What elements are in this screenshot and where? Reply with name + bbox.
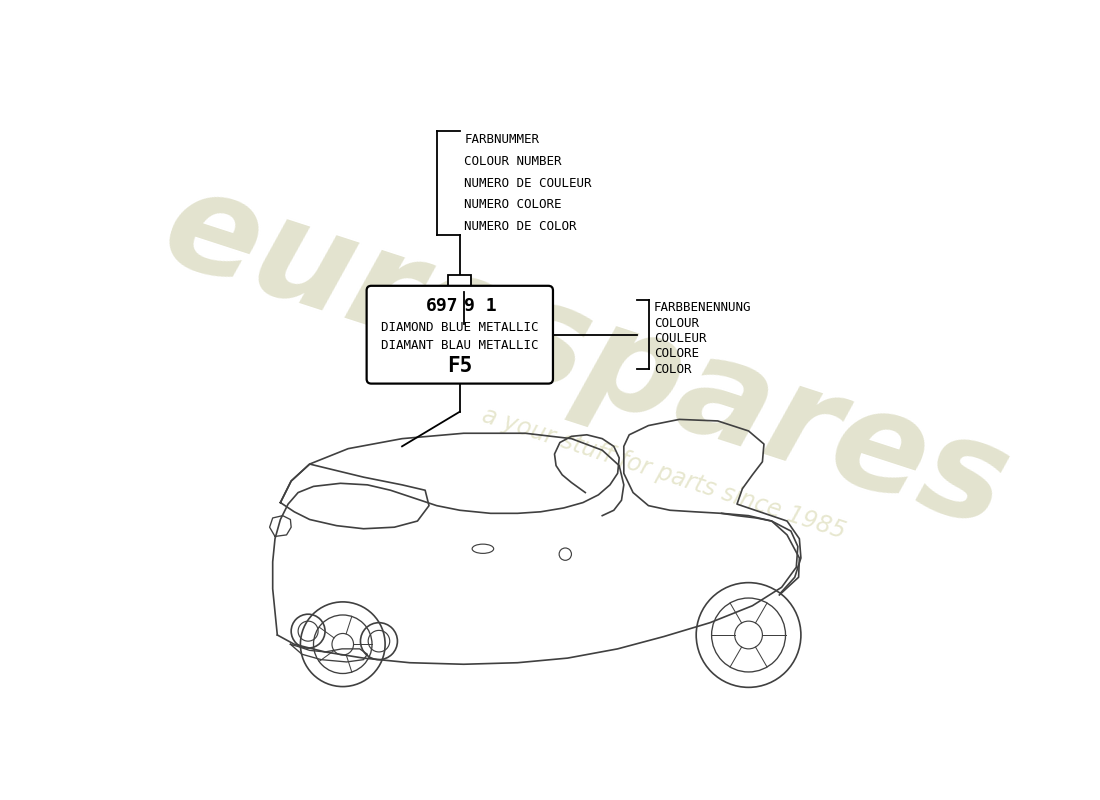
Text: COLOUR: COLOUR — [653, 317, 698, 330]
Text: FARBNUMMER: FARBNUMMER — [464, 134, 539, 146]
FancyBboxPatch shape — [366, 286, 553, 383]
Text: eurospares: eurospares — [148, 158, 1025, 558]
Text: COULEUR: COULEUR — [653, 332, 706, 345]
Text: NUMERO COLORE: NUMERO COLORE — [464, 198, 562, 211]
Text: a your stuff for parts since 1985: a your stuff for parts since 1985 — [480, 403, 848, 543]
Text: COLOUR NUMBER: COLOUR NUMBER — [464, 155, 562, 168]
Text: COLOR: COLOR — [653, 363, 691, 376]
Text: DIAMANT BLAU METALLIC: DIAMANT BLAU METALLIC — [381, 339, 539, 352]
Text: NUMERO DE COULEUR: NUMERO DE COULEUR — [464, 177, 592, 190]
Bar — [449, 275, 472, 290]
Text: F5: F5 — [448, 356, 472, 376]
Text: FARBBENENNUNG: FARBBENENNUNG — [653, 302, 751, 314]
Text: COLORE: COLORE — [653, 347, 698, 361]
Text: DIAMOND BLUE METALLIC: DIAMOND BLUE METALLIC — [381, 321, 539, 334]
Text: 9 1: 9 1 — [464, 298, 497, 315]
Text: 697: 697 — [426, 298, 459, 315]
Text: NUMERO DE COLOR: NUMERO DE COLOR — [464, 220, 576, 233]
